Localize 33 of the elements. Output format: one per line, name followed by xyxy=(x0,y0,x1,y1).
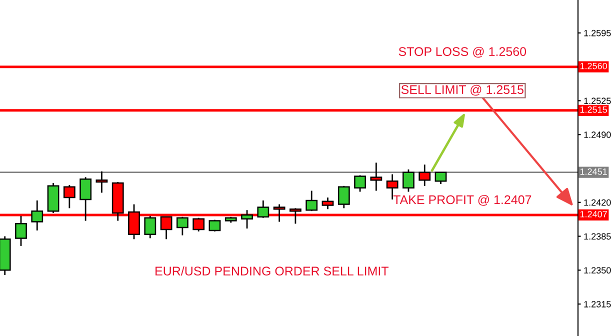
y-tick-label: 1.2350 xyxy=(584,267,611,274)
candlestick xyxy=(80,176,92,222)
annotation: SELL LIMIT @ 1.2515 xyxy=(401,84,524,96)
candlestick xyxy=(31,200,44,232)
y-tick-label: 1.2490 xyxy=(584,132,611,138)
candlestick xyxy=(63,184,76,209)
y-tick-label: 1.2420 xyxy=(584,199,611,206)
annotation: EUR/USD PENDING ORDER SELL LIMIT xyxy=(156,266,389,276)
ref-line-label: 1.2515 xyxy=(580,106,607,113)
candlestick xyxy=(354,174,366,192)
candlestick xyxy=(370,162,382,192)
y-tick-label: 1.2595 xyxy=(584,30,611,36)
y-tick-label: 1.2315 xyxy=(584,301,611,308)
candlestick xyxy=(96,170,108,194)
y-tick-label: 1.2385 xyxy=(584,233,611,240)
ref-line-label: 1.2451 xyxy=(580,168,607,175)
candlestick xyxy=(322,196,334,210)
candlestick xyxy=(176,216,188,236)
candlestick xyxy=(144,215,156,239)
candlestick xyxy=(15,215,27,247)
candlestick xyxy=(241,209,253,230)
candlestick xyxy=(192,217,205,232)
candlestick xyxy=(306,190,318,212)
candlestick xyxy=(402,168,414,192)
candlestick xyxy=(257,200,270,219)
candlestick xyxy=(418,164,431,187)
candlestick xyxy=(338,185,350,209)
annotation: TAKE PROFIT @ 1.2407 xyxy=(393,194,532,206)
ref-line-label: 1.2407 xyxy=(580,210,607,218)
ref-line-label: 1.2560 xyxy=(580,62,607,70)
annotation: STOP LOSS @ 1.2560 xyxy=(398,46,526,58)
candlestick xyxy=(434,172,447,185)
y-tick-label: 1.2525 xyxy=(584,98,611,104)
